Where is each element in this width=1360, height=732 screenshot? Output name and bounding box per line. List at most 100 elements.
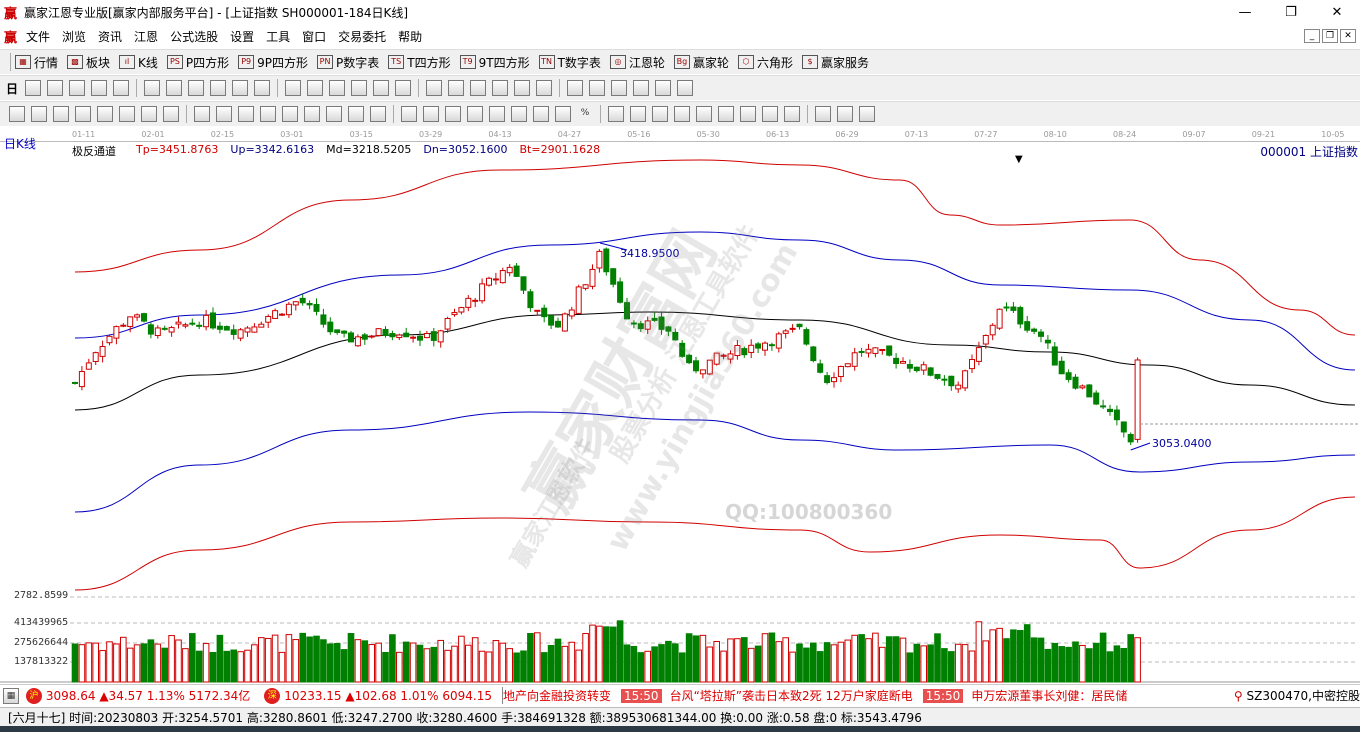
delete-icon[interactable] [630,106,646,122]
hand-icon[interactable] [426,80,443,96]
toolbar-button[interactable]: ıl K线 [119,54,158,71]
sh-index-quote[interactable]: 沪 3098.64 ▲34.57 1.13% 5172.34亿 [22,687,250,704]
gann-box-icon[interactable] [489,106,505,122]
zigzag-icon[interactable] [467,106,483,122]
sz-index-quote[interactable]: 深 10233.15 ▲102.68 1.01% 6094.15 [260,687,492,704]
toolbar-button[interactable]: $ 赢家服务 [801,54,869,71]
mark-icon[interactable] [304,106,320,122]
toolbar-button[interactable]: ▩ 板块 [67,54,110,71]
lock-icon[interactable] [674,106,690,122]
right-icon[interactable] [254,80,271,96]
table-icon[interactable] [611,80,628,96]
mdi-minimize-button[interactable]: _ [1304,29,1320,43]
chart-icon[interactable] [815,106,831,122]
toolbar-button[interactable]: PS P四方形 [166,54,229,71]
zoom-out-icon[interactable] [307,80,324,96]
period-label[interactable]: 日K线 [4,137,36,151]
export-icon[interactable] [677,80,694,96]
calc-icon[interactable] [589,80,606,96]
time-icon[interactable] [533,106,549,122]
fib-icon[interactable] [53,106,69,122]
news-headline[interactable]: 申万宏源董事长刘健：居民储 [971,689,1128,703]
bracket-icon[interactable] [784,106,800,122]
menu-item[interactable]: 公式选股 [170,29,219,44]
menu-item[interactable]: 交易委托 [338,29,387,44]
formula-icon[interactable] [47,80,64,96]
draw-icon[interactable] [470,80,487,96]
menu-item[interactable]: 文件 [26,29,51,44]
grid-tool-icon[interactable] [163,106,179,122]
menu-item[interactable]: 设置 [230,29,255,44]
candle-icon[interactable] [113,80,130,96]
toolbar-button[interactable]: PN P数字表 [317,54,379,71]
grid-icon[interactable]: ▦ [3,687,19,704]
bar-icon[interactable] [144,80,161,96]
mdi-close-button[interactable]: ✕ [1340,29,1356,43]
maximize-button[interactable]: ❐ [1285,4,1297,20]
sound-icon[interactable] [696,106,712,122]
toolbar-button[interactable]: TN T数字表 [538,54,601,71]
menu-item[interactable]: 窗口 [302,29,327,44]
last-icon[interactable] [210,80,227,96]
menu-item[interactable]: 工具 [266,29,291,44]
line-tool-icon[interactable] [9,106,25,122]
gann-fan-icon[interactable] [75,106,91,122]
calendar-icon[interactable] [567,80,584,96]
kline-icon[interactable] [91,80,108,96]
period-dropdown[interactable]: 日 [6,81,19,96]
arc-icon[interactable] [97,106,113,122]
menu-item[interactable]: 资讯 [98,29,123,44]
zoom-in-icon[interactable] [285,80,302,96]
cycle-icon[interactable] [141,106,157,122]
close-button[interactable]: ✕ [1331,4,1343,20]
up-icon[interactable] [329,80,346,96]
ellipse-icon[interactable] [370,106,386,122]
news-headline[interactable]: 地产向金融投资转变 [502,689,611,703]
menu-item[interactable]: 浏览 [62,29,87,44]
left-icon[interactable] [232,80,249,96]
percent-icon[interactable]: % [580,108,590,118]
toolbar-button[interactable]: ▦ 行情 [15,54,58,71]
down-icon[interactable] [351,80,368,96]
arrow-icon[interactable] [260,106,276,122]
measure-icon[interactable] [740,106,756,122]
book-icon[interactable] [633,80,650,96]
ray-icon[interactable] [536,80,553,96]
menu-item[interactable]: 江恩 [134,29,159,44]
toolbar-button[interactable]: Bg 赢家轮 [673,54,729,71]
fan-icon[interactable] [492,80,509,96]
diamond-icon[interactable] [395,80,412,96]
copy-icon[interactable] [608,106,624,122]
mdi-restore-button[interactable]: ❐ [1322,29,1338,43]
level-icon[interactable] [762,106,778,122]
toolbar-button[interactable]: ⬡ 六角形 [737,54,793,71]
pitchfork-icon[interactable] [423,106,439,122]
infinity-icon[interactable] [859,106,875,122]
diamond-icon[interactable] [373,80,390,96]
toolbar-button[interactable]: P9 9P四方形 [238,54,308,71]
angle-icon[interactable] [348,106,364,122]
spiral-icon[interactable] [511,106,527,122]
toolbar-button[interactable]: ◎ 江恩轮 [609,54,665,71]
ruler-icon[interactable] [166,80,183,96]
menu-item[interactable]: 帮助 [398,29,423,44]
alert-stock[interactable]: ⚲ SZ300470,中密控股 [1234,687,1360,704]
crosshair-icon[interactable] [448,80,465,96]
news-headline[interactable]: 台风“塔拉斯”袭击日本致2死 12万户家庭断电 [669,689,913,703]
price-icon[interactable] [555,106,571,122]
swatch-icon[interactable] [837,106,853,122]
doc-icon[interactable] [69,80,86,96]
square-icon[interactable] [326,106,342,122]
toolbar-button[interactable]: TS T四方形 [388,54,451,71]
print-icon[interactable] [655,80,672,96]
news-scroller[interactable]: 地产向金融投资转变 15:50 台风“塔拉斯”袭击日本致2死 12万户家庭断电 15:… [501,687,1226,704]
line-icon[interactable] [514,80,531,96]
kline-chart[interactable]: 3418.9500 3053.0400 ▼ [0,0,1360,684]
fan2-icon[interactable] [718,106,734,122]
circle-icon[interactable] [119,106,135,122]
text-icon[interactable] [238,106,254,122]
toolbar-button[interactable]: T9 9T四方形 [459,54,530,71]
triangle-icon[interactable] [401,106,417,122]
minimize-button[interactable]: — [1238,4,1252,20]
channel-icon[interactable] [282,106,298,122]
